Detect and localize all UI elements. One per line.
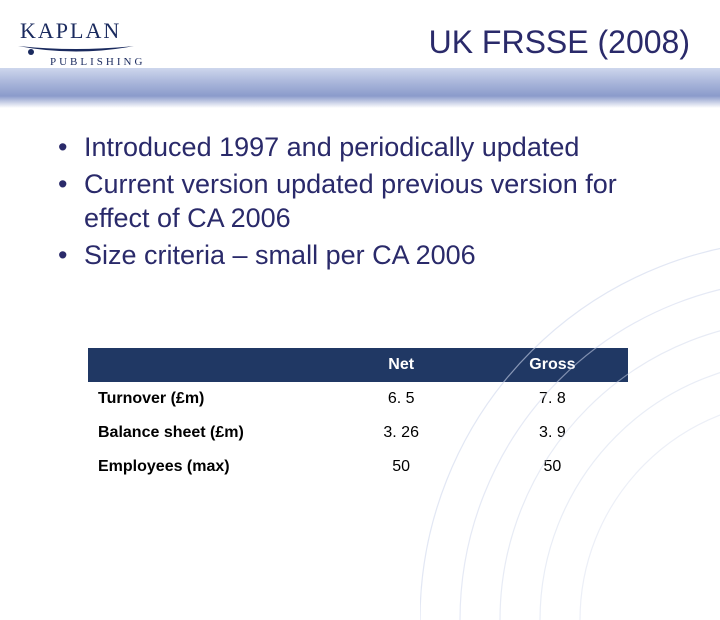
logo-text-sub: PUBLISHING [50, 56, 170, 68]
table-row: Employees (max) 50 50 [88, 450, 628, 484]
table-cell-label: Balance sheet (£m) [88, 416, 326, 450]
logo-text-main: KAPLAN [20, 18, 170, 44]
bullet-item: Introduced 1997 and periodically updated [50, 130, 670, 165]
table-header-cell: Gross [477, 348, 628, 382]
table-cell-value: 50 [477, 450, 628, 484]
bullet-list: Introduced 1997 and periodically updated… [50, 130, 670, 274]
logo: KAPLAN PUBLISHING [20, 18, 170, 68]
table-cell-label: Employees (max) [88, 450, 326, 484]
criteria-table: Net Gross Turnover (£m) 6. 5 7. 8 Balanc… [88, 348, 628, 484]
table-row: Balance sheet (£m) 3. 26 3. 9 [88, 416, 628, 450]
table-header-cell [88, 348, 326, 382]
bullet-item: Size criteria – small per CA 2006 [50, 238, 670, 273]
table-row: Turnover (£m) 6. 5 7. 8 [88, 382, 628, 416]
header-gradient-band [0, 68, 720, 108]
logo-swoosh-icon [16, 43, 136, 57]
bullet-item: Current version updated previous version… [50, 167, 670, 236]
table-cell-value: 3. 9 [477, 416, 628, 450]
table-cell-value: 7. 8 [477, 382, 628, 416]
table-header-row: Net Gross [88, 348, 628, 382]
table-cell-label: Turnover (£m) [88, 382, 326, 416]
table-cell-value: 50 [326, 450, 477, 484]
table-cell-value: 6. 5 [326, 382, 477, 416]
table-header-cell: Net [326, 348, 477, 382]
slide-title: UK FRSSE (2008) [429, 24, 690, 61]
table-cell-value: 3. 26 [326, 416, 477, 450]
